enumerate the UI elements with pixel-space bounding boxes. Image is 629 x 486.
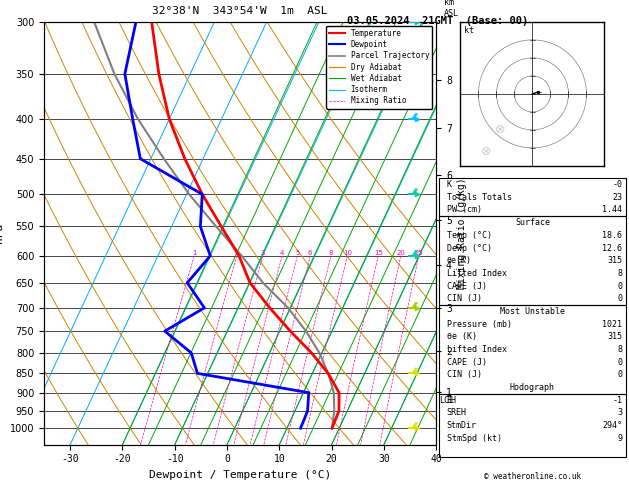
Text: 0: 0 xyxy=(617,294,622,303)
Text: EH: EH xyxy=(447,396,457,405)
X-axis label: Dewpoint / Temperature (°C): Dewpoint / Temperature (°C) xyxy=(149,470,331,480)
Text: Lifted Index: Lifted Index xyxy=(447,269,506,278)
Text: 294°: 294° xyxy=(602,421,622,430)
Bar xyxy=(439,178,626,216)
Legend: Temperature, Dewpoint, Parcel Trajectory, Dry Adiabat, Wet Adiabat, Isotherm, Mi: Temperature, Dewpoint, Parcel Trajectory… xyxy=(326,26,432,108)
Text: K: K xyxy=(447,180,452,189)
Text: 25: 25 xyxy=(415,250,423,256)
Text: 23: 23 xyxy=(612,193,622,202)
Text: StmSpd (kt): StmSpd (kt) xyxy=(447,434,501,443)
Text: km
ASL: km ASL xyxy=(444,0,459,17)
Text: PW (cm): PW (cm) xyxy=(447,206,482,214)
Text: θe (K): θe (K) xyxy=(447,332,477,341)
Text: 12.6: 12.6 xyxy=(602,243,622,253)
Text: 0: 0 xyxy=(617,358,622,367)
Text: StmDir: StmDir xyxy=(447,421,477,430)
Text: 3: 3 xyxy=(617,408,622,417)
Text: 3: 3 xyxy=(260,250,265,256)
Text: 5: 5 xyxy=(295,250,299,256)
Text: CAPE (J): CAPE (J) xyxy=(447,281,487,291)
Text: LCL: LCL xyxy=(439,396,454,404)
Text: 8: 8 xyxy=(617,269,622,278)
Text: 8: 8 xyxy=(617,345,622,354)
Text: 0: 0 xyxy=(617,281,622,291)
Text: 315: 315 xyxy=(607,332,622,341)
Text: Most Unstable: Most Unstable xyxy=(500,307,565,316)
Text: © weatheronline.co.uk: © weatheronline.co.uk xyxy=(484,472,581,481)
Bar xyxy=(439,216,626,305)
Text: 315: 315 xyxy=(607,256,622,265)
Text: 1021: 1021 xyxy=(602,320,622,329)
Bar xyxy=(439,394,626,457)
Text: Surface: Surface xyxy=(515,218,550,227)
Text: CIN (J): CIN (J) xyxy=(447,370,482,380)
Text: 15: 15 xyxy=(374,250,382,256)
Text: -1: -1 xyxy=(612,396,622,405)
Text: 20: 20 xyxy=(396,250,405,256)
Text: -0: -0 xyxy=(612,180,622,189)
Y-axis label: Mixing Ratio (g/kg): Mixing Ratio (g/kg) xyxy=(457,177,467,289)
Text: CIN (J): CIN (J) xyxy=(447,294,482,303)
Text: 0: 0 xyxy=(617,370,622,380)
Text: 8: 8 xyxy=(329,250,333,256)
Text: 1.44: 1.44 xyxy=(602,206,622,214)
Text: ⊗: ⊗ xyxy=(495,123,505,137)
Text: kt: kt xyxy=(464,26,474,35)
Bar xyxy=(439,305,626,394)
Text: Totals Totals: Totals Totals xyxy=(447,193,511,202)
Text: θe(K): θe(K) xyxy=(447,256,472,265)
Title: 32°38'N  343°54'W  1m  ASL: 32°38'N 343°54'W 1m ASL xyxy=(152,5,328,16)
Y-axis label: hPa: hPa xyxy=(0,223,4,243)
Text: Hodograph: Hodograph xyxy=(510,383,555,392)
Text: Dewp (°C): Dewp (°C) xyxy=(447,243,492,253)
Text: ⊗: ⊗ xyxy=(481,145,491,158)
Text: SREH: SREH xyxy=(447,408,467,417)
Text: CAPE (J): CAPE (J) xyxy=(447,358,487,367)
Text: Pressure (mb): Pressure (mb) xyxy=(447,320,511,329)
Text: Temp (°C): Temp (°C) xyxy=(447,231,492,240)
Text: 1: 1 xyxy=(192,250,196,256)
Text: Lifted Index: Lifted Index xyxy=(447,345,506,354)
Text: 2: 2 xyxy=(235,250,239,256)
Text: 03.05.2024  21GMT  (Base: 00): 03.05.2024 21GMT (Base: 00) xyxy=(347,16,528,26)
Text: 18.6: 18.6 xyxy=(602,231,622,240)
Text: 4: 4 xyxy=(280,250,284,256)
Text: 10: 10 xyxy=(343,250,352,256)
Text: 6: 6 xyxy=(308,250,313,256)
Text: 9: 9 xyxy=(617,434,622,443)
